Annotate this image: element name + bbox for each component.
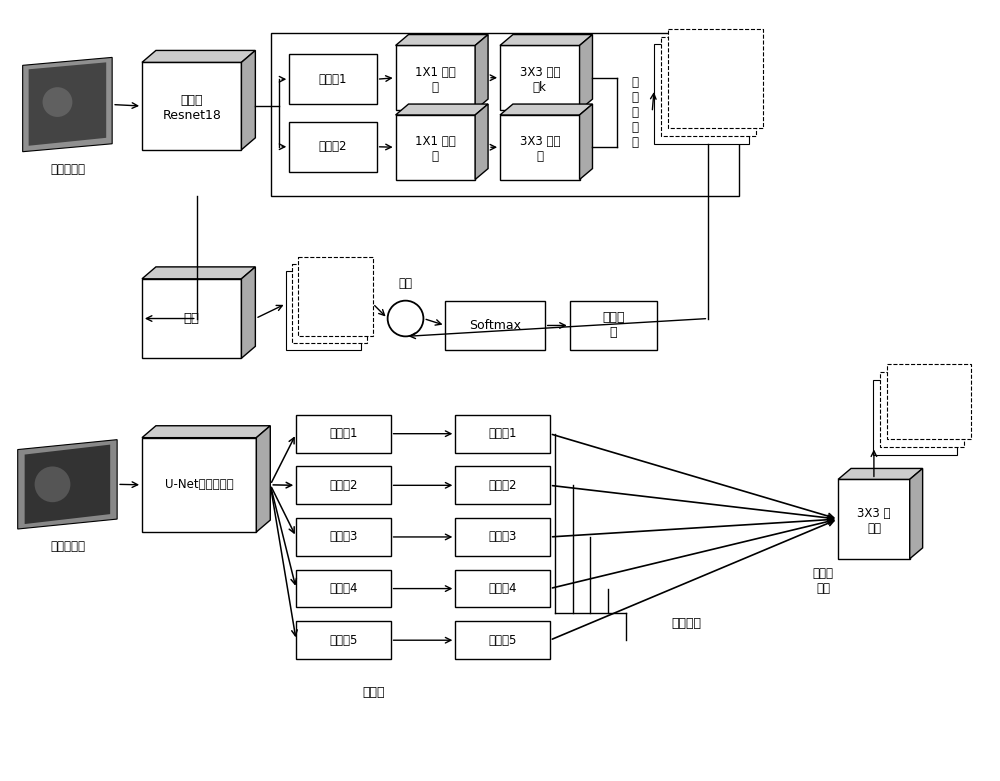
Polygon shape — [873, 380, 957, 455]
Polygon shape — [256, 426, 270, 532]
Polygon shape — [580, 104, 592, 180]
Text: 1X1 卷积
块: 1X1 卷积 块 — [415, 66, 456, 94]
Polygon shape — [142, 279, 241, 358]
Polygon shape — [241, 51, 255, 150]
Polygon shape — [142, 426, 270, 437]
Text: U-Net特征提取器: U-Net特征提取器 — [165, 478, 233, 491]
Polygon shape — [396, 115, 475, 180]
Polygon shape — [661, 37, 756, 136]
Polygon shape — [500, 115, 580, 180]
Polygon shape — [455, 569, 550, 608]
Text: 1X1 卷积
块: 1X1 卷积 块 — [415, 135, 456, 163]
Text: 分割结
果: 分割结 果 — [602, 312, 625, 340]
Polygon shape — [25, 444, 110, 524]
Text: 特征图1: 特征图1 — [488, 427, 517, 440]
Polygon shape — [910, 469, 923, 558]
Polygon shape — [880, 372, 964, 447]
Polygon shape — [241, 267, 255, 358]
Text: 特征图2: 特征图2 — [329, 479, 358, 492]
Polygon shape — [500, 34, 592, 45]
Text: 特征图
组合: 特征图 组合 — [813, 567, 834, 594]
Polygon shape — [500, 104, 592, 115]
Text: 特征图4: 特征图4 — [329, 582, 358, 595]
Text: 特征图3: 特征图3 — [329, 530, 358, 544]
Text: Softmax: Softmax — [469, 319, 521, 332]
Polygon shape — [654, 45, 749, 144]
Polygon shape — [142, 62, 241, 150]
Polygon shape — [455, 622, 550, 659]
Text: 3X3 卷积
块: 3X3 卷积 块 — [520, 135, 560, 163]
Text: 特征图1: 特征图1 — [329, 427, 358, 440]
Polygon shape — [142, 51, 255, 62]
Polygon shape — [475, 104, 488, 180]
Polygon shape — [445, 301, 545, 351]
Polygon shape — [18, 440, 117, 529]
Polygon shape — [838, 469, 923, 480]
Polygon shape — [296, 518, 391, 556]
Text: 特征图4: 特征图4 — [488, 582, 517, 595]
Polygon shape — [142, 267, 255, 279]
Polygon shape — [396, 45, 475, 110]
Polygon shape — [475, 34, 488, 110]
Polygon shape — [570, 301, 657, 351]
Polygon shape — [29, 62, 106, 146]
Text: 上采样: 上采样 — [362, 686, 384, 699]
Polygon shape — [455, 415, 550, 452]
Circle shape — [35, 466, 70, 502]
Text: 修改的
Resnet18: 修改的 Resnet18 — [162, 94, 221, 122]
Text: 特征图5: 特征图5 — [329, 633, 358, 647]
Polygon shape — [298, 257, 373, 337]
Text: 3X3 卷
积块: 3X3 卷 积块 — [857, 507, 891, 535]
Text: 当前帧输入: 当前帧输入 — [50, 540, 85, 554]
Text: 深度监督: 深度监督 — [671, 617, 701, 629]
Text: 特征图5: 特征图5 — [488, 633, 517, 647]
Polygon shape — [580, 34, 592, 110]
Polygon shape — [296, 569, 391, 608]
Polygon shape — [396, 34, 488, 45]
Circle shape — [43, 87, 72, 117]
Polygon shape — [296, 622, 391, 659]
Polygon shape — [887, 364, 971, 439]
Polygon shape — [668, 29, 763, 128]
Polygon shape — [23, 57, 112, 152]
Text: 特征图: 特征图 — [911, 403, 933, 415]
Text: 特征图3: 特征图3 — [488, 530, 517, 544]
Polygon shape — [286, 271, 361, 351]
Text: 特
征
图
组
合: 特 征 图 组 合 — [632, 76, 639, 149]
Text: 特征图: 特征图 — [697, 80, 720, 93]
Polygon shape — [500, 45, 580, 110]
Text: 特征图2: 特征图2 — [319, 141, 347, 153]
Text: 权重图: 权重图 — [319, 297, 340, 310]
Polygon shape — [455, 466, 550, 505]
Circle shape — [388, 301, 423, 337]
Text: 点乘: 点乘 — [399, 277, 413, 291]
Polygon shape — [289, 55, 377, 104]
Text: 特征图2: 特征图2 — [488, 479, 517, 492]
Text: 前两帧输入: 前两帧输入 — [50, 163, 85, 176]
Text: 3X3 卷积
块k: 3X3 卷积 块k — [520, 66, 560, 94]
Polygon shape — [292, 264, 367, 344]
Polygon shape — [838, 480, 910, 558]
Polygon shape — [396, 104, 488, 115]
Polygon shape — [455, 518, 550, 556]
Polygon shape — [142, 437, 256, 532]
Polygon shape — [296, 415, 391, 452]
Text: 特征图1: 特征图1 — [319, 73, 347, 86]
Polygon shape — [289, 122, 377, 172]
Text: 转置: 转置 — [184, 312, 200, 325]
Polygon shape — [296, 466, 391, 505]
